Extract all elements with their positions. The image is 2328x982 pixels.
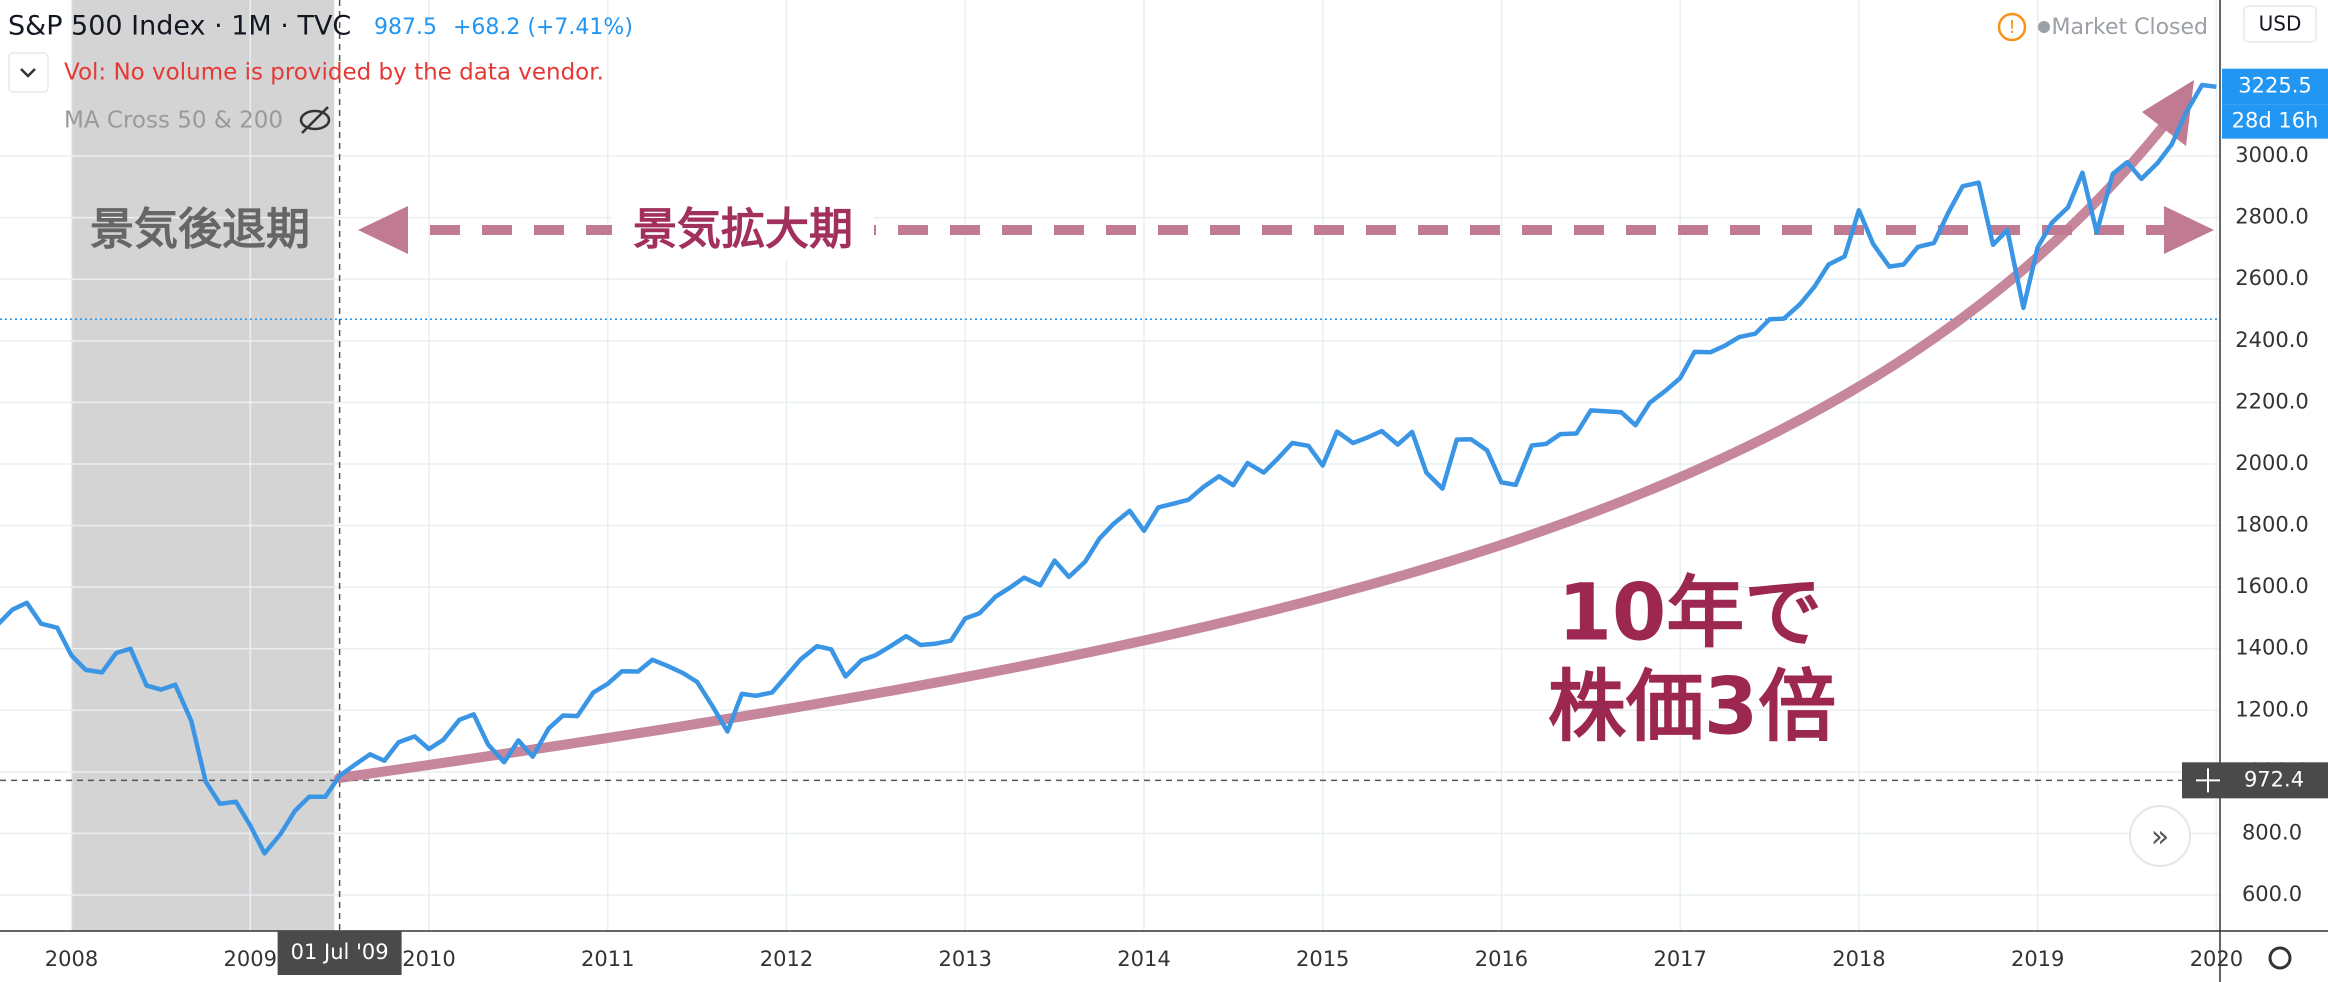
countdown-label: 28d 16h — [2232, 109, 2319, 133]
y-tick-label: 1800.0 — [2235, 513, 2308, 537]
expansion-arrow-left — [358, 206, 408, 254]
market-status: Market Closed — [2051, 15, 2208, 40]
scroll-button[interactable] — [2129, 805, 2191, 867]
collapse-button[interactable] — [8, 52, 49, 93]
status-icon-mark: ! — [2008, 17, 2015, 38]
x-tick-label: 2010 — [402, 947, 455, 971]
y-tick-label: 3000.0 — [2235, 143, 2308, 167]
recession-shade — [71, 0, 335, 931]
y-tick-label: 1200.0 — [2235, 697, 2308, 721]
eye-icon — [299, 109, 331, 131]
note-line: 株価3倍 — [1548, 662, 1836, 752]
y-tick-label: 1400.0 — [2235, 636, 2308, 660]
y-tick-label: 800.0 — [2242, 820, 2302, 844]
x-tick-label: 2018 — [1832, 947, 1885, 971]
x-tick-label: 2017 — [1653, 947, 1706, 971]
price-line-series — [0, 82, 2217, 856]
note-line: 10年で — [1558, 568, 1823, 658]
y-tick-label: 2600.0 — [2235, 266, 2308, 290]
crosshair-y-label: 972.4 — [2244, 767, 2304, 791]
growth-arrow — [334, 113, 2175, 783]
last-price-label: 3225.5 — [2238, 74, 2311, 98]
x-tick-label: 2019 — [2011, 947, 2064, 971]
header-close: 987.5 — [374, 15, 437, 40]
y-tick-label: 600.0 — [2242, 882, 2302, 906]
y-tick-label: 1600.0 — [2235, 574, 2308, 598]
x-tick-label: 2009 — [224, 947, 277, 971]
header-change: +68.2 (+7.41%) — [453, 15, 633, 40]
expansion-label: 景気拡大期 — [633, 204, 853, 255]
crosshair-x-label: 01 Jul '09 — [291, 940, 389, 964]
hide-icon[interactable] — [299, 106, 331, 134]
eye-slash — [301, 106, 329, 134]
x-tick-label: 2008 — [45, 947, 98, 971]
expansion-arrow-right — [2164, 206, 2214, 254]
plot-background — [0, 0, 2220, 931]
currency: USD — [2259, 12, 2302, 36]
currency-button[interactable] — [2243, 5, 2317, 43]
x-tick-label: 2011 — [581, 947, 634, 971]
chart-title: S&P 500 Index · 1M · TVC — [8, 11, 351, 42]
crosshair-y-icon — [2196, 768, 2220, 793]
status-dot — [2038, 21, 2050, 33]
x-tick-label: 2013 — [938, 947, 991, 971]
crosshair-x-box — [277, 931, 402, 975]
label-background — [612, 200, 874, 260]
x-tick-label: 2016 — [1475, 947, 1528, 971]
x-tick-label: 2015 — [1296, 947, 1349, 971]
countdown-box — [2222, 104, 2328, 139]
y-tick-label: 2200.0 — [2235, 389, 2308, 413]
last-price-box — [2222, 68, 2328, 105]
x-tick-label: 2020 — [2190, 947, 2243, 971]
x-tick-label: 2014 — [1117, 947, 1170, 971]
y-tick-label: 2000.0 — [2235, 451, 2308, 475]
recession-label: 景気後退期 — [90, 204, 310, 255]
scroll-icon: » — [2151, 820, 2169, 855]
x-tick-label: 2012 — [760, 947, 813, 971]
chevron-icon — [20, 68, 36, 78]
status-icon — [1997, 12, 2027, 42]
volume-note: Vol: No volume is provided by the data v… — [64, 60, 604, 86]
indicator-name: MA Cross 50 & 200 — [64, 108, 283, 134]
y-tick-label: 2800.0 — [2235, 205, 2308, 229]
plot-area — [0, 80, 2217, 856]
y-tick-label: 2400.0 — [2235, 328, 2308, 352]
settings-icon[interactable] — [2268, 946, 2292, 970]
growth-arrow-head — [2142, 80, 2194, 146]
